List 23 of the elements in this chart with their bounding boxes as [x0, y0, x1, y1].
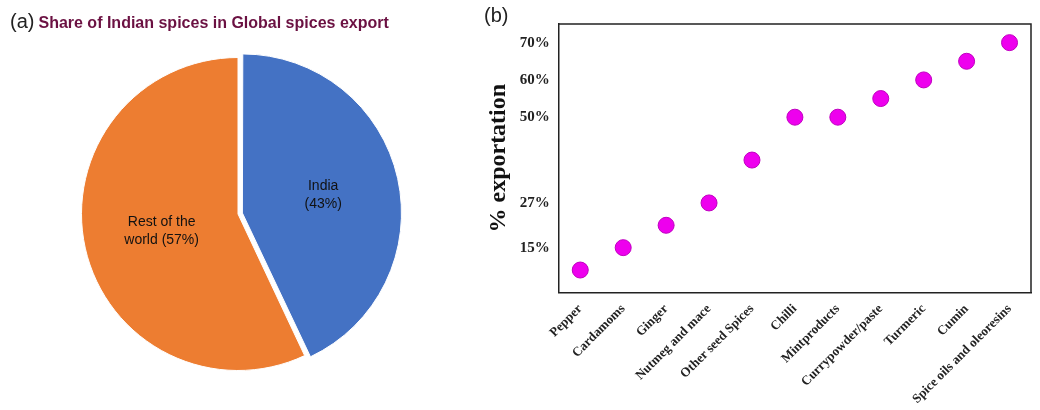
y-axis-title: % exportation	[483, 83, 510, 233]
point	[700, 194, 718, 212]
data-label: (43%)	[304, 194, 342, 211]
point	[614, 239, 632, 257]
text: (a)	[10, 10, 35, 32]
y-tick-label: 15%	[519, 238, 550, 255]
point	[657, 216, 675, 234]
point	[958, 52, 976, 70]
point	[786, 108, 804, 126]
y-tick-label: 27%	[519, 193, 550, 210]
text: (b)	[484, 4, 509, 27]
point	[915, 71, 933, 89]
point	[743, 151, 761, 169]
y-tick-label: 70%	[519, 33, 550, 50]
point	[571, 261, 589, 279]
point	[872, 90, 890, 108]
point	[1001, 34, 1019, 52]
point	[829, 108, 847, 126]
slice-label: India	[307, 176, 339, 193]
chart-title: Share of Indian spices in Global spices export	[38, 14, 389, 31]
y-tick-label: 50%	[519, 108, 550, 125]
y-tick-label: 60%	[519, 70, 550, 87]
slice-label: Rest of the world (57%)	[123, 212, 199, 247]
